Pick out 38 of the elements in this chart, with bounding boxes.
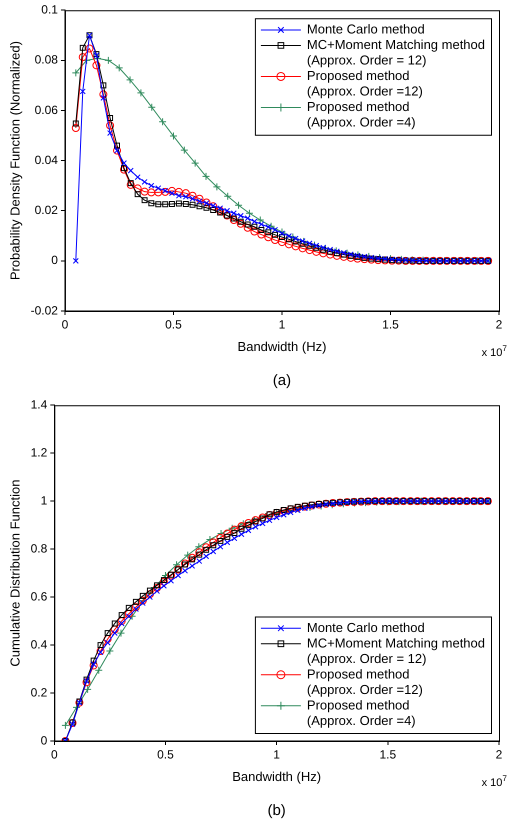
text: (a) [272,372,292,390]
y-tick-label: 0.2 [30,685,48,700]
legend-label: Monte Carlo method [306,620,425,635]
legend-label: MC+Moment Matching method (Approx. Order = 12) [306,635,486,666]
legend-label: Proposed method (Approx. Order =12) [306,68,423,99]
y-tick-label: 0.1 [41,2,58,17]
legend-label: Monte Carlo method [306,22,425,37]
x-tick-label: 1 [273,748,280,762]
y-tick-label: 0.04 [34,152,58,167]
y-tick-label: 0 [40,733,48,748]
legend-label: Proposed method (Approx. Order =12) [306,666,423,697]
y-tick-label: 1.2 [30,445,48,460]
x-tick-label: 0 [62,318,69,332]
x-tick-label: 1.5 [379,748,396,762]
y-tick-label: 0.06 [34,102,58,117]
y-axis-title: Probability Density Function (Normalized) [7,41,22,280]
y-tick-label: 0.08 [34,52,58,67]
legend-label: Proposed method (Approx. Order =4) [306,697,416,728]
y-tick-label: 1.4 [30,398,48,412]
legend-label: MC+Moment Matching method (Approx. Order = 12) [306,37,486,68]
x-axis-title: Bandwidth (Hz) [238,338,326,354]
x-axis-title: Bandwidth (Hz) [232,768,322,784]
legend-label: Proposed method (Approx. Order =4) [306,99,416,130]
x-tick-label: 0.5 [165,318,182,332]
x-tick-label: 1.5 [382,318,400,332]
text: (b) [267,802,286,820]
x-tick-label: 2 [496,318,503,332]
y-tick-label: -0.02 [30,303,58,318]
y-tick-label: 0.4 [30,637,48,652]
x-tick-label: 0.5 [157,748,174,762]
y-tick-label: 0.6 [30,589,48,604]
y-axis-title: Cumulative Distribution Function [7,480,22,667]
y-tick-label: 0 [51,253,58,268]
x-tick-label: 1 [278,318,286,332]
y-tick-label: 0.8 [30,541,48,556]
y-tick-label: 0.02 [34,203,58,218]
y-tick-label: 1 [40,493,48,508]
x-tick-label: 2 [496,748,503,762]
